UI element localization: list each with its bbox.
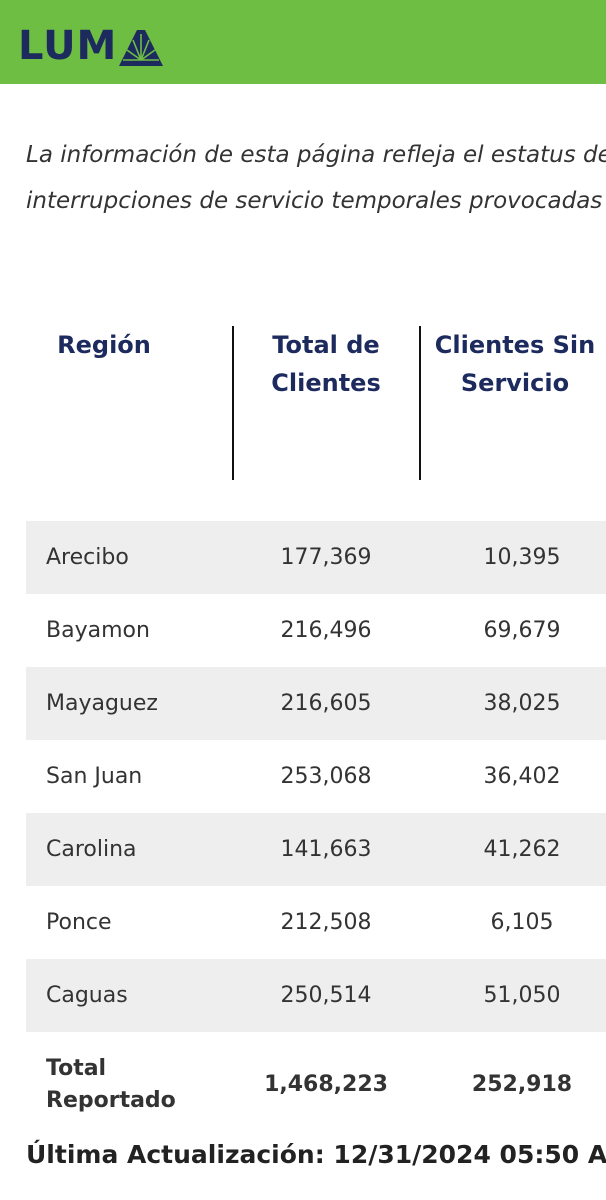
cell-total: 216,605 <box>280 691 372 716</box>
cell-region: San Juan <box>46 764 143 789</box>
cell-sin-servicio: 69,679 <box>483 618 561 643</box>
column-header-sin-servicio: Clientes Sin Servicio <box>424 326 606 402</box>
column-header-total-line1: Total de <box>272 331 380 359</box>
column-header-total-line2: Clientes <box>271 369 381 397</box>
cell-region: Carolina <box>46 837 137 862</box>
cell-region: Caguas <box>46 983 128 1008</box>
table-row: San Juan 253,068 36,402 <box>26 740 606 813</box>
cell-region: Ponce <box>46 910 112 935</box>
cell-region: Arecibo <box>46 545 129 570</box>
table-row: Caguas 250,514 51,050 <box>26 959 606 1032</box>
cell-sin-servicio: 10,395 <box>483 545 561 570</box>
table-total-row: Total Reportado 1,468,223 252,918 <box>26 1048 606 1121</box>
intro-text: La información de esta página refleja el… <box>26 132 606 224</box>
table-row: Mayaguez 216,605 38,025 <box>26 667 606 740</box>
cell-total: 212,508 <box>280 910 372 935</box>
cell-total-sin-servicio: 252,918 <box>471 1072 573 1097</box>
column-divider <box>232 326 234 480</box>
intro-line-2: interrupciones de servicio temporales pr… <box>26 188 603 214</box>
cell-total: 177,369 <box>280 545 372 570</box>
table-row: Ponce 212,508 6,105 <box>26 886 606 959</box>
cell-total: 216,496 <box>280 618 372 643</box>
cell-sin-servicio: 51,050 <box>483 983 561 1008</box>
column-divider <box>419 326 421 480</box>
table-row: Carolina 141,663 41,262 <box>26 813 606 886</box>
total-label-line2: Reportado <box>46 1088 176 1113</box>
cell-region: Bayamon <box>46 618 150 643</box>
intro-line-1: La información de esta página refleja el… <box>26 142 606 168</box>
cell-total-clientes: 1,468,223 <box>264 1072 388 1097</box>
app-header: LUM <box>0 0 606 84</box>
table-row: Arecibo 177,369 10,395 <box>26 521 606 594</box>
last-update-text: Última Actualización: 12/31/2024 05:50 A… <box>26 1140 606 1169</box>
column-header-region: Región <box>40 326 168 364</box>
logo-wordmark: LUM <box>18 23 118 69</box>
total-label-line1: Total <box>46 1056 107 1081</box>
cell-region: Mayaguez <box>46 691 158 716</box>
cell-sin-servicio: 41,262 <box>483 837 561 862</box>
cell-sin-servicio: 38,025 <box>483 691 561 716</box>
cell-sin-servicio: 6,105 <box>490 910 554 935</box>
cell-total: 250,514 <box>280 983 372 1008</box>
sunburst-a-icon <box>119 30 164 66</box>
column-header-region-label: Región <box>57 331 151 359</box>
column-header-total: Total de Clientes <box>246 326 406 402</box>
cell-total: 141,663 <box>280 837 372 862</box>
column-header-sin-line1: Clientes Sin <box>434 331 596 359</box>
luma-logo[interactable]: LUM <box>18 23 164 69</box>
cell-total-label: Total Reportado <box>46 1053 176 1117</box>
cell-total: 253,068 <box>280 764 372 789</box>
table-row: Bayamon 216,496 69,679 <box>26 594 606 667</box>
column-header-sin-line2: Servicio <box>460 369 570 397</box>
cell-sin-servicio: 36,402 <box>483 764 561 789</box>
